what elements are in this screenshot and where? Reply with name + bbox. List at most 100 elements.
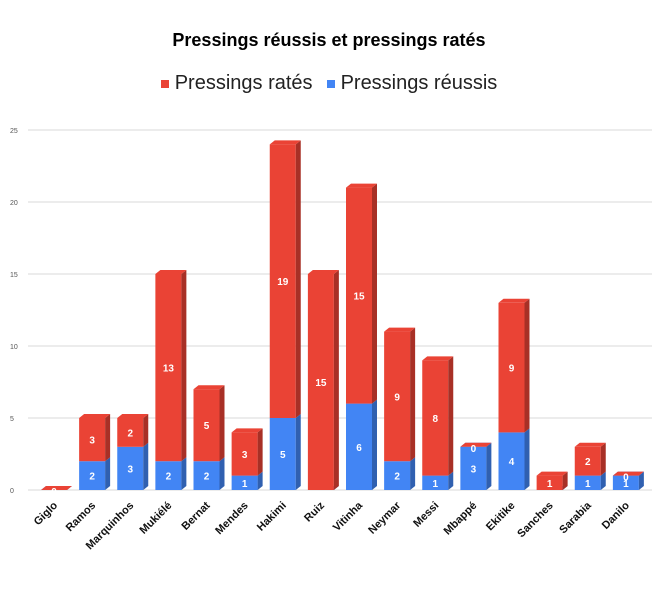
bar-side-missed	[600, 442, 606, 476]
bar-side-missed	[105, 414, 111, 462]
data-label-success: 5	[280, 450, 286, 461]
data-label-success: 0	[51, 490, 57, 501]
data-label-success: 2	[204, 472, 210, 483]
data-label-success: 1	[432, 479, 438, 490]
legend: Pressings ratés Pressings réussis	[0, 72, 658, 95]
x-tick-label: Ruiz	[302, 499, 327, 524]
bar-side-missed	[257, 428, 263, 476]
legend-swatch-success	[326, 79, 335, 88]
y-tick-label: 15	[10, 272, 18, 279]
bar-side-success	[600, 471, 606, 490]
data-label-success: 3	[471, 464, 477, 475]
bar-side-success	[524, 428, 530, 490]
data-label-missed: 13	[163, 364, 175, 375]
bar-top-missed	[612, 471, 644, 476]
data-label-missed: 9	[509, 364, 515, 375]
bar-success	[384, 461, 411, 490]
bar-top-missed	[41, 486, 72, 490]
bar-top-missed	[155, 270, 187, 274]
data-label-success: 2	[394, 472, 400, 483]
data-label-missed: 1	[547, 479, 553, 490]
bar-top-missed	[269, 140, 301, 145]
data-label-missed: 0	[471, 444, 477, 455]
bar-success	[155, 461, 182, 490]
x-tick-label: Giglo	[32, 499, 61, 528]
bar-top-missed	[574, 442, 606, 447]
y-tick-label: 0	[10, 488, 14, 495]
x-tick-label: Bernat	[179, 499, 212, 532]
data-label-success: 0	[318, 490, 324, 501]
bar-side-missed	[524, 298, 530, 433]
bar-side-success	[410, 457, 416, 490]
x-tick-label: Sanches	[515, 500, 555, 540]
bar-success	[612, 475, 639, 490]
data-label-missed: 5	[204, 421, 210, 432]
bar-side-success	[257, 471, 263, 490]
bar-side-success	[143, 442, 149, 490]
data-label-missed: 15	[353, 292, 365, 303]
data-label-missed: 3	[242, 450, 248, 461]
bar-top-missed	[117, 414, 149, 418]
data-label-success: 6	[356, 443, 362, 454]
bar-top-missed	[231, 428, 263, 433]
bar-success	[117, 446, 144, 490]
data-label-missed: 0	[623, 473, 629, 484]
x-tick-label: Mukiélé	[137, 500, 174, 537]
bar-side-missed	[448, 356, 454, 476]
bar-missed	[536, 475, 563, 490]
bar-missed	[422, 360, 449, 476]
bar-success	[231, 475, 258, 490]
bar-side-missed	[181, 270, 187, 462]
bar-top-missed	[79, 414, 111, 418]
y-tick-label: 25	[10, 128, 18, 135]
bar-side-missed	[143, 414, 149, 447]
data-label-missed: 19	[277, 277, 289, 288]
bar-side-success	[219, 457, 225, 490]
bar-side-success	[105, 457, 111, 490]
data-label-missed: 0	[51, 487, 57, 498]
y-tick-label: 5	[10, 416, 14, 423]
x-tick-label: Mendes	[213, 500, 250, 537]
bar-missed	[498, 302, 525, 433]
bar-side-missed	[372, 183, 377, 404]
bar-top-missed	[346, 183, 377, 188]
bar-side-missed	[333, 270, 339, 490]
bar-side-success	[372, 399, 377, 490]
legend-item-success[interactable]: Pressings réussis	[326, 72, 497, 95]
data-label-success: 3	[127, 464, 133, 475]
bar-missed	[269, 144, 296, 418]
bar-side-missed	[410, 327, 416, 462]
bar-success	[574, 475, 601, 490]
bar-missed	[117, 418, 144, 447]
data-label-missed: 15	[315, 378, 327, 389]
bar-side-success	[295, 414, 301, 490]
bar-success	[498, 432, 525, 490]
y-tick-label: 10	[10, 344, 18, 351]
data-label-success: 0	[547, 490, 553, 501]
x-tick-label: Ramos	[64, 500, 98, 534]
x-tick-label: Neymar	[366, 499, 404, 537]
legend-item-missed[interactable]: Pressings ratés	[160, 72, 313, 95]
data-label-missed: 9	[394, 392, 400, 403]
legend-label-missed: Pressings ratés	[174, 72, 313, 94]
bar-side-success	[486, 442, 492, 490]
bar-success	[79, 461, 106, 490]
chart-title: Pressings réussis et pressings ratés	[172, 30, 486, 50]
data-label-success: 2	[166, 472, 172, 483]
data-label-success: 1	[623, 479, 629, 490]
x-tick-label: Messi	[411, 500, 441, 530]
bar-side-success	[448, 471, 454, 490]
bar-top-missed	[536, 471, 568, 476]
x-tick-label: Sarabia	[557, 499, 594, 536]
x-tick-label: Vitinha	[331, 499, 366, 534]
bar-top-missed	[422, 356, 454, 361]
bar-missed	[79, 418, 106, 462]
x-tick-label: Ekitike	[484, 500, 518, 534]
data-label-missed: 8	[432, 414, 438, 425]
bar-missed	[155, 274, 182, 462]
bar-top-missed	[193, 385, 225, 390]
bar-success	[193, 461, 220, 490]
bar-side-missed	[562, 471, 568, 490]
bar-side-success	[638, 471, 644, 490]
bar-success	[346, 403, 372, 490]
